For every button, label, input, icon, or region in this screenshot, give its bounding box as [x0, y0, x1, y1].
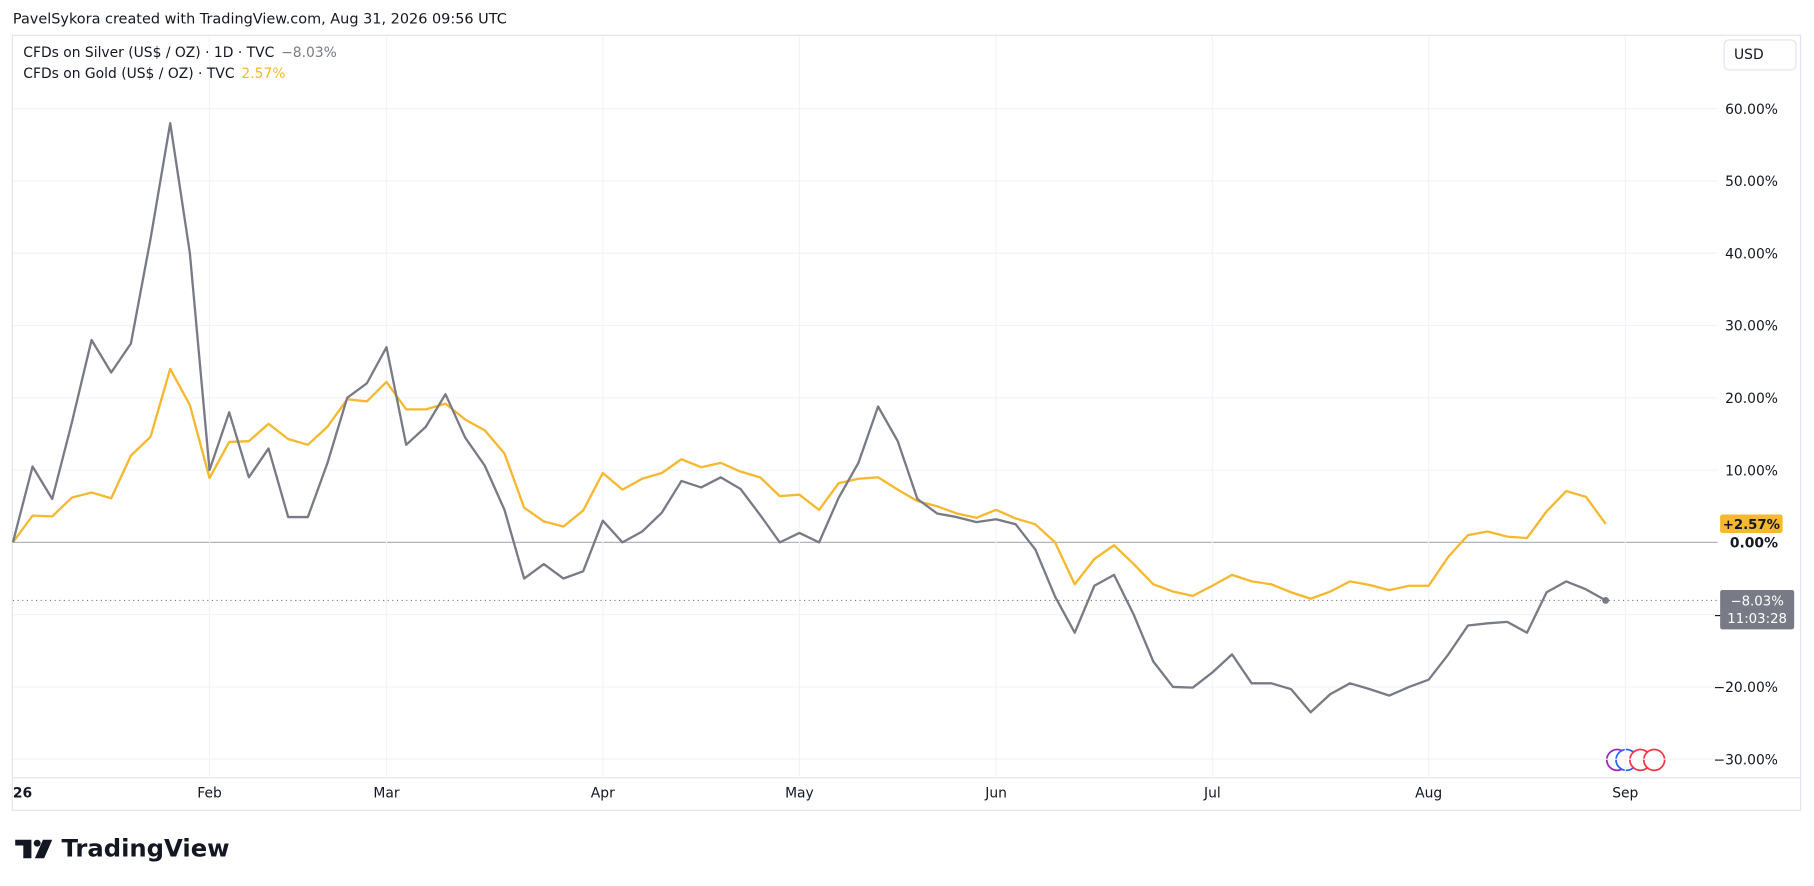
- grid: [12, 36, 1718, 778]
- legend-name: CFDs on Gold (US$ / OZ) · TVC: [23, 66, 234, 82]
- series-line: [11, 367, 1607, 600]
- y-tick-label: 30.00%: [1725, 319, 1778, 335]
- footer-logo[interactable]: TradingView: [15, 834, 230, 863]
- price-badge: [1720, 514, 1783, 534]
- logo-dot: [33, 839, 41, 847]
- countdown-label: 11:03:28: [1727, 612, 1787, 627]
- legend-change: −8.03%: [281, 45, 337, 61]
- x-tick-label: Aug: [1415, 785, 1442, 801]
- legend-change: 2.57%: [241, 66, 285, 82]
- last-point: [1602, 596, 1610, 604]
- y-tick-label: 20.00%: [1725, 391, 1778, 407]
- x-tick-label: Feb: [197, 785, 222, 801]
- series-line: [11, 122, 1607, 714]
- y-tick-label: 0.00%: [1730, 536, 1778, 552]
- y-tick-label: −20.00%: [1713, 680, 1777, 696]
- logo-mark: [15, 839, 32, 859]
- logo-slash: [34, 839, 53, 859]
- y-tick-label: −30.00%: [1713, 752, 1777, 768]
- legend-entry: CFDs on Silver (US$ / OZ) · 1D · TVC −8.0…: [23, 45, 337, 61]
- header: PavelSykora created with TradingView.com…: [13, 12, 507, 28]
- y-tick-label: 40.00%: [1725, 246, 1778, 262]
- currency-button-label[interactable]: USD: [1734, 47, 1764, 63]
- legend-name: CFDs on Silver (US$ / OZ) · 1D · TVC: [23, 45, 274, 61]
- x-tick-label: 26: [13, 785, 32, 801]
- event-flags[interactable]: [1605, 748, 1666, 772]
- y-tick-label: 50.00%: [1725, 174, 1778, 190]
- chart-frame: [11, 34, 1802, 811]
- legend-entry: CFDs on Gold (US$ / OZ) · TVC 2.57%: [23, 66, 285, 82]
- x-tick-label: May: [785, 785, 814, 801]
- price-badge-label: +2.57%: [1723, 518, 1780, 533]
- price-badge: [1720, 590, 1795, 630]
- x-tick-label: Mar: [373, 785, 399, 801]
- x-tick-label: Jul: [1203, 785, 1221, 801]
- y-tick-label: 10.00%: [1725, 463, 1778, 479]
- x-tick-label: Jun: [984, 785, 1007, 801]
- logo-text[interactable]: TradingView: [61, 834, 229, 863]
- x-tick-label: Sep: [1612, 785, 1638, 801]
- currency-button[interactable]: [1723, 39, 1797, 71]
- x-tick-label: Apr: [591, 785, 615, 801]
- event-flag[interactable]: [1642, 748, 1666, 772]
- y-tick-label: 60.00%: [1725, 102, 1778, 118]
- price-badge-label: −8.03%: [1730, 595, 1783, 610]
